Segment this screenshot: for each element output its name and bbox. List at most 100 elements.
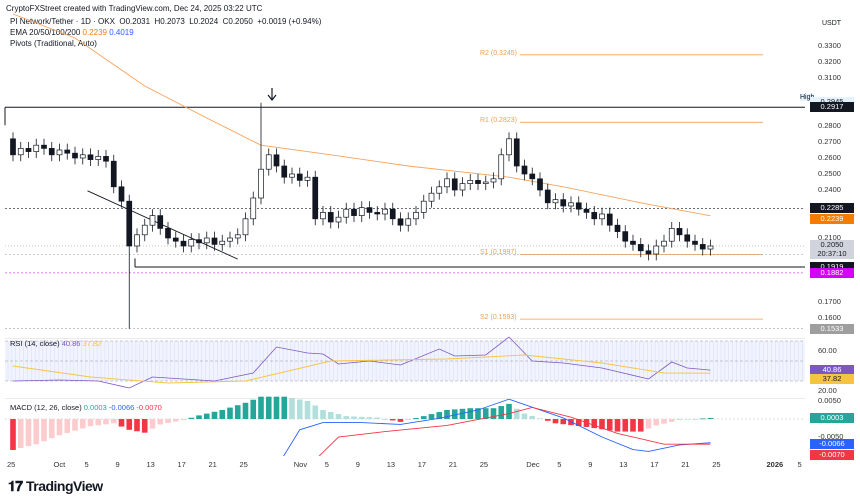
- level-badge: 0.2285: [810, 203, 854, 214]
- level-badge: 0.1919: [810, 261, 854, 272]
- candle-down: [366, 207, 373, 213]
- macd-histogram-bar: [265, 396, 272, 419]
- time-axis-tick: 25: [479, 460, 489, 469]
- signal-badge: -0.0070: [810, 450, 854, 461]
- pivots-legend[interactable]: Pivots (Traditional, Auto): [10, 39, 97, 48]
- candle-down: [10, 138, 16, 156]
- candle-up: [382, 208, 388, 215]
- high-label: High: [800, 94, 815, 101]
- change-value: +0.0019 (+0.94%): [257, 17, 322, 26]
- time-axis-tick: 5: [324, 460, 329, 469]
- macd-histogram-bar: [614, 419, 621, 432]
- macd-histogram-bar: [343, 416, 350, 419]
- candle-down: [397, 218, 404, 226]
- time-axis-tick: 5: [84, 460, 89, 469]
- rsi-line: [12, 336, 711, 389]
- macd-histogram-bar: [335, 414, 342, 419]
- ema-value-1: 0.2239: [82, 28, 107, 37]
- candle-up: [552, 199, 559, 204]
- symbol-name[interactable]: PI Network/Tether · 1D · OKX: [10, 17, 115, 26]
- price-axis-tick: 0.3100: [818, 73, 841, 82]
- price-axis-tick: 0.3200: [818, 57, 841, 66]
- macd-histogram-bar: [482, 408, 489, 419]
- pivot-label: R2 (0.3245): [480, 49, 517, 57]
- macd-histogram-bar: [622, 419, 629, 432]
- macd-histogram-bar: [467, 408, 474, 419]
- macd-histogram-bar: [591, 419, 598, 429]
- candle-down: [172, 237, 179, 242]
- candle-up: [17, 148, 24, 156]
- candle-down: [622, 231, 629, 242]
- candle-up: [498, 154, 505, 180]
- candle-up: [568, 202, 574, 207]
- time-axis-tick: 13: [386, 460, 396, 469]
- candle-down: [645, 250, 652, 255]
- candle-up: [490, 178, 497, 183]
- candle-down: [606, 213, 613, 226]
- macd-histogram-bar: [444, 410, 450, 419]
- macd-legend[interactable]: MACD (12, 26, close) 0.0003 -0.0066 -0.0…: [10, 403, 162, 412]
- macd-histogram-bar: [10, 419, 16, 450]
- macd-histogram-bar: [676, 419, 683, 421]
- candle-down: [529, 173, 536, 180]
- macd-line: [283, 399, 711, 456]
- ema50-line: [12, 13, 711, 217]
- macd-histogram-bar: [48, 419, 55, 439]
- pane-divider: [5, 398, 805, 399]
- candle-down: [351, 208, 357, 216]
- candle-up: [79, 154, 86, 159]
- macd-value: -0.0066: [108, 403, 135, 412]
- candle-up: [661, 240, 667, 247]
- macd-histogram-bar: [126, 419, 133, 430]
- ema-label: EMA 20/50/100/200: [10, 28, 81, 37]
- candle-up: [203, 237, 210, 244]
- macd-histogram-bar: [87, 419, 94, 427]
- down-arrow-icon-head: [267, 94, 277, 101]
- currency-label[interactable]: USDT: [822, 20, 842, 27]
- candle-up: [506, 138, 512, 156]
- macd-histogram-bar: [296, 399, 303, 419]
- ema-value-2: 0.4019: [109, 28, 134, 37]
- candle-down: [165, 228, 171, 239]
- candle-up: [436, 186, 443, 194]
- candle-up: [56, 149, 63, 156]
- macd-histogram-bar: [358, 416, 365, 419]
- price-axis-tick: 0.2500: [818, 169, 841, 178]
- macd-histogram-bar: [506, 403, 512, 419]
- tradingview-logo: 𝟏𝟕 TradingView: [8, 478, 103, 494]
- rsi-title: RSI (14, close): [10, 339, 60, 348]
- candle-up: [413, 212, 419, 220]
- macd-histogram-bar: [157, 419, 164, 425]
- macd-histogram-bar: [327, 412, 334, 419]
- macd-histogram-bar: [250, 399, 257, 419]
- macd-histogram-bar: [56, 419, 63, 436]
- macd-histogram-bar: [141, 419, 148, 433]
- macd-histogram-bar: [692, 419, 698, 420]
- time-axis-tick: 13: [146, 460, 155, 469]
- macd-histogram-bar: [64, 419, 71, 433]
- macd-histogram-bar: [420, 416, 427, 419]
- candle-down: [560, 199, 567, 207]
- rsi-legend[interactable]: RSI (14, close) 40.86 37.82: [10, 339, 101, 348]
- time-axis-tick: Nov: [293, 460, 308, 469]
- price-axis-tick: 0.2600: [818, 153, 841, 162]
- macd-histogram-bar: [234, 405, 241, 419]
- pivot-label: R1 (0.2823): [480, 117, 517, 125]
- macd-histogram-bar: [397, 419, 404, 422]
- macd-histogram-bar: [281, 396, 288, 419]
- macd-histogram-bar: [490, 408, 497, 419]
- ema-legend[interactable]: EMA 20/50/100/200 0.2239 0.4019: [10, 28, 134, 37]
- macd-histogram-bar: [25, 419, 32, 447]
- candle-down: [118, 186, 125, 202]
- time-axis-tick: 5: [797, 460, 802, 469]
- candle-up: [320, 212, 326, 220]
- tv-logo-icon: 𝟏𝟕: [8, 478, 23, 494]
- macd-histogram-bar: [630, 419, 636, 432]
- macd-histogram-bar: [219, 410, 226, 419]
- macd-histogram-bar: [149, 419, 156, 429]
- candle-up: [707, 245, 714, 250]
- candle-down: [583, 208, 590, 213]
- macd-histogram-bar: [79, 419, 86, 429]
- candle-down: [637, 244, 644, 252]
